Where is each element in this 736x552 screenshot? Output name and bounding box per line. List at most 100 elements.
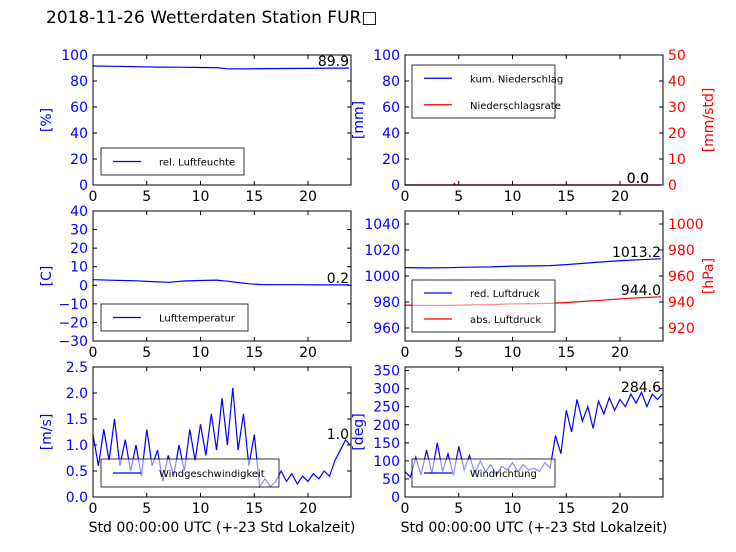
y-tick-label-temperature-0: 0 [79, 278, 88, 294]
x-tick-label-winddirection-20: 20 [611, 501, 629, 517]
x-tick-label-temperature-20: 20 [299, 345, 317, 361]
y-tick-label-precipitation-60: 60 [382, 100, 400, 116]
y-axis-label-temperature: [C] [39, 266, 55, 287]
x-tick-label-winddirection-5: 5 [454, 501, 463, 517]
legend-label-windspeed-0: Windgeschwindigkeit [159, 469, 265, 480]
x-tick-label-temperature-0: 0 [89, 345, 98, 361]
y-tick-label-pressure-980: 980 [373, 295, 400, 311]
x-tick-label-pressure-5: 5 [454, 345, 463, 361]
last-value-precipitation-0: 0.0 [627, 171, 649, 187]
y-tick-label-pressure-1000: 1000 [364, 269, 400, 285]
x-tick-label-pressure-0: 0 [401, 345, 410, 361]
y2-tick-label-pressure-920: 920 [668, 321, 695, 337]
legend-label-pressure-0: red. Luftdruck [470, 289, 540, 300]
x-tick-label-winddirection-10: 10 [504, 501, 522, 517]
y-tick-label-precipitation-40: 40 [382, 126, 400, 142]
x-tick-label-windspeed-10: 10 [192, 501, 210, 517]
y-tick-label-windspeed-0: 0.0 [66, 490, 88, 506]
y-tick-label-winddirection-250: 250 [373, 400, 400, 416]
last-value-temperature-0: 0.2 [327, 271, 349, 287]
axes-frame-humidity [92, 54, 352, 186]
y2-tick-label-precipitation-50: 50 [668, 48, 686, 64]
x-axis-label-windspeed: Std 00:00:00 UTC (+-23 Std Lokalzeit) [89, 520, 356, 536]
y-tick-label-precipitation-80: 80 [382, 74, 400, 90]
x-tick-label-humidity-0: 0 [89, 189, 98, 205]
x-tick-label-windspeed-15: 15 [245, 501, 263, 517]
panel-windspeed: 0 5 10 15 20 0.0 0.5 1.0 1.5 2.0 2.5 [m/s] Std 00:00… [39, 360, 355, 536]
page-title: 2018-11-26 Wetterdaten Station FUR□ [46, 8, 378, 28]
axes-frame-temperature [92, 210, 352, 342]
x-tick-label-pressure-10: 10 [504, 345, 522, 361]
legend-label-winddirection-0: Windrichtung [470, 469, 537, 480]
y-tick-label-winddirection-100: 100 [373, 454, 400, 470]
panel-humidity: 0 5 10 15 20 0 20 40 60 80 100 [%] rel. Luftfeuchte 8… [39, 48, 352, 205]
y-tick-label-winddirection-200: 200 [373, 418, 400, 434]
y-tick-label-pressure-1040: 1040 [364, 217, 400, 233]
last-value-winddirection-0: 284.6 [621, 380, 661, 396]
y2-axis-label-precipitation: [mm/std] [701, 88, 717, 153]
y-axis-label-humidity: [%] [39, 108, 55, 132]
last-value-precipitation-1: 0.0 [627, 171, 649, 187]
y-axis-label-windspeed: [m/s] [39, 414, 55, 451]
x-tick-label-precipitation-15: 15 [557, 189, 575, 205]
y-tick-label-windspeed-0.5: 0.5 [66, 464, 88, 480]
legend-label-temperature-0: Lufttemperatur [159, 314, 236, 325]
x-tick-label-precipitation-5: 5 [454, 189, 463, 205]
y2-tick-label-precipitation-20: 20 [668, 126, 686, 142]
legend-label-precipitation-0: kum. Niederschlag [470, 74, 563, 85]
y2-tick-label-pressure-1000: 1000 [668, 217, 704, 233]
legend-box-pressure [411, 279, 556, 333]
x-tick-label-temperature-5: 5 [142, 345, 151, 361]
x-tick-label-humidity-20: 20 [299, 189, 317, 205]
y-tick-label-humidity-20: 20 [70, 152, 88, 168]
y-tick-label-winddirection-0: 0 [391, 490, 400, 506]
y-tick-label-windspeed-1: 1.0 [66, 438, 88, 454]
y-tick-label-humidity-80: 80 [70, 74, 88, 90]
x-tick-label-winddirection-15: 15 [557, 501, 575, 517]
axes-frame-winddirection [404, 366, 664, 498]
x-tick-label-humidity-15: 15 [245, 189, 263, 205]
y-tick-label-windspeed-2: 2.0 [66, 386, 88, 402]
y-tick-label-windspeed-1.5: 1.5 [66, 412, 88, 428]
axes-frame-precipitation [404, 54, 664, 186]
y-tick-label-humidity-100: 100 [61, 48, 88, 64]
x-tick-label-humidity-5: 5 [142, 189, 151, 205]
y2-tick-label-precipitation-0: 0 [668, 178, 677, 194]
y-tick-label-windspeed-2.5: 2.5 [66, 360, 88, 376]
y-tick-label-winddirection-150: 150 [373, 436, 400, 452]
y-tick-label-winddirection-300: 300 [373, 382, 400, 398]
last-value-windspeed-0: 1.0 [327, 427, 349, 443]
y-tick-label-temperature--10: −10 [58, 297, 88, 313]
x-tick-label-windspeed-5: 5 [142, 501, 151, 517]
y2-tick-label-pressure-940: 940 [668, 295, 695, 311]
y2-axis-label-pressure: [hPa] [701, 258, 717, 294]
y-tick-label-temperature--30: −30 [58, 334, 88, 350]
legend-label-pressure-1: abs. Luftdruck [470, 315, 541, 326]
y2-tick-label-precipitation-30: 30 [668, 100, 686, 116]
x-tick-label-windspeed-20: 20 [299, 501, 317, 517]
last-value-pressure-0: 1013.2 [612, 245, 661, 261]
y-tick-label-temperature-40: 40 [70, 204, 88, 220]
x-tick-label-pressure-20: 20 [611, 345, 629, 361]
y-tick-label-humidity-40: 40 [70, 126, 88, 142]
y-tick-label-temperature-30: 30 [70, 223, 88, 239]
y-tick-label-temperature--20: −20 [58, 315, 88, 331]
y-tick-label-humidity-60: 60 [70, 100, 88, 116]
x-axis-label-winddirection: Std 00:00:00 UTC (+-23 Std Lokalzeit) [401, 520, 668, 536]
y2-tick-label-precipitation-40: 40 [668, 74, 686, 90]
series-line-pressure-0 [404, 258, 661, 269]
last-value-humidity-0: 89.9 [318, 54, 349, 70]
x-tick-label-temperature-15: 15 [245, 345, 263, 361]
y-tick-label-temperature-20: 20 [70, 241, 88, 257]
x-tick-label-temperature-10: 10 [192, 345, 210, 361]
legend-label-humidity-0: rel. Luftfeuchte [159, 158, 235, 169]
panel-precipitation: 0 5 10 15 20 0 20 40 60 80 100 0 10 20 30 40 50 [mm] [mm/s… [351, 48, 717, 205]
y-tick-label-humidity-0: 0 [79, 178, 88, 194]
series-line-temperature-0 [92, 279, 349, 286]
legend-box-precipitation [411, 64, 556, 119]
panel-pressure: 0 5 10 15 20 960 980 1000 1020 1040 920 940 960 980 10… [364, 210, 717, 361]
x-tick-label-precipitation-10: 10 [504, 189, 522, 205]
y-tick-label-temperature-10: 10 [70, 260, 88, 276]
